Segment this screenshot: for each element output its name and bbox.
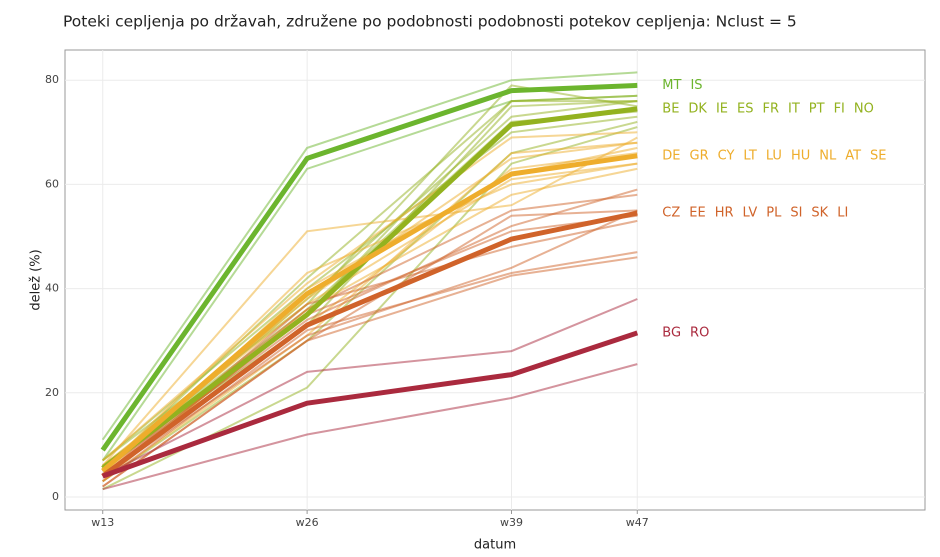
country-line xyxy=(102,251,638,483)
x-tick-label: w26 xyxy=(296,516,319,529)
country-line xyxy=(102,141,638,483)
cluster-label: SE xyxy=(870,148,886,163)
y-tick-label: 80 xyxy=(45,73,59,86)
cluster-label: RO xyxy=(690,325,709,340)
country-line xyxy=(102,131,638,462)
cluster-label: PL xyxy=(766,206,782,221)
cluster-label: IE xyxy=(716,101,728,116)
cluster-label: BG xyxy=(662,325,681,340)
cluster-label: LT xyxy=(743,148,756,163)
cluster-label: LI xyxy=(837,206,848,221)
cluster-label: DE xyxy=(662,148,680,163)
cluster-label: NL xyxy=(819,148,837,163)
cluster-label: PT xyxy=(809,101,825,116)
cluster-label: ES xyxy=(737,101,753,116)
country-line xyxy=(101,71,638,441)
y-tick-label: 20 xyxy=(45,386,59,399)
cluster-label: EE xyxy=(689,206,705,221)
cluster-mean-line xyxy=(101,153,638,473)
chart-title: Poteki cepljenja po državah, združene po… xyxy=(63,13,797,31)
x-tick-label: w47 xyxy=(626,516,649,529)
country-line xyxy=(102,209,638,488)
cluster-label: LV xyxy=(743,206,758,221)
cluster-label: CZ xyxy=(662,206,680,221)
x-tick-label: w13 xyxy=(91,516,114,529)
country-line xyxy=(102,298,638,477)
cluster-label: HU xyxy=(791,148,810,163)
cluster-label: FR xyxy=(763,101,780,116)
country-line xyxy=(102,214,638,477)
x-axis-label: datum xyxy=(474,538,516,553)
cluster-label: AT xyxy=(845,148,861,163)
cluster-label: CY xyxy=(718,148,735,163)
cluster-label: DK xyxy=(688,101,707,116)
plot-border xyxy=(64,49,926,511)
cluster-mean-line xyxy=(101,330,639,479)
cluster-label: IT xyxy=(788,101,800,116)
y-tick-label: 0 xyxy=(52,490,59,503)
cluster-label: LU xyxy=(766,148,782,163)
cluster-label: MT xyxy=(662,78,681,93)
cluster-mean-line xyxy=(101,106,638,471)
y-tick-label: 60 xyxy=(45,177,59,190)
cluster-label: GR xyxy=(690,148,709,163)
x-tick-label: w39 xyxy=(500,516,523,529)
cluster-label: BE xyxy=(662,101,679,116)
cluster-label: IS xyxy=(690,78,702,93)
cluster-mean-line xyxy=(100,82,638,452)
y-tick-label: 40 xyxy=(45,282,59,295)
cluster-label: SI xyxy=(790,206,802,221)
y-axis-label: delež (%) xyxy=(29,249,44,310)
cluster-label: SK xyxy=(811,206,828,221)
cluster-mean-line xyxy=(101,210,638,479)
cluster-label: FI xyxy=(834,101,845,116)
cluster-label: NO xyxy=(854,101,874,116)
cluster-label: HR xyxy=(715,206,734,221)
country-line xyxy=(102,363,638,491)
